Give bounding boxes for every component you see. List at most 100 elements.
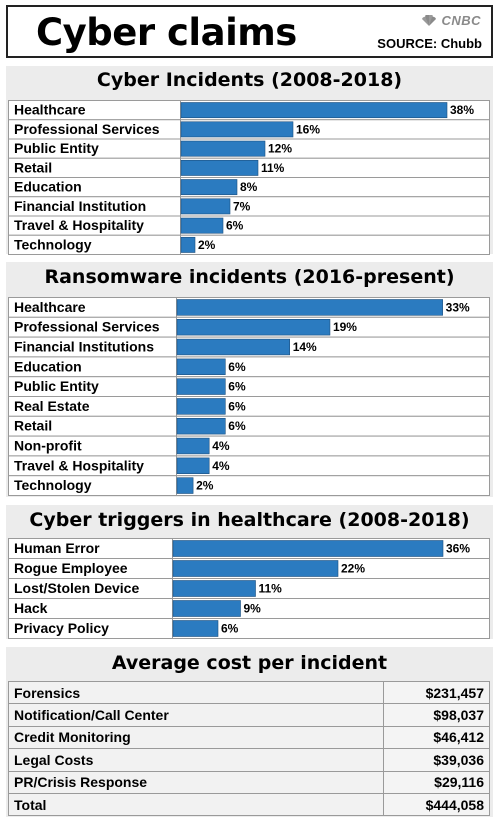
data-label: 36% xyxy=(446,542,470,556)
data-label: 4% xyxy=(212,439,230,453)
table-row: Total $444,058 xyxy=(8,792,490,817)
bar xyxy=(172,600,241,617)
data-label: 22% xyxy=(341,562,365,576)
cost-value: $29,116 xyxy=(383,770,490,794)
category-label: Public Entity xyxy=(14,140,99,156)
data-label: 14% xyxy=(293,340,317,354)
category-label: Technology xyxy=(14,477,92,493)
category-label: Healthcare xyxy=(14,102,86,118)
category-label: Retail xyxy=(14,418,52,434)
cost-label: Notification/Call Center xyxy=(8,703,384,727)
bar xyxy=(180,121,294,138)
cost-value: $39,036 xyxy=(383,748,490,772)
data-label: 38% xyxy=(450,103,474,117)
peacock-icon xyxy=(422,14,437,26)
table-row: Forensics $231,457 xyxy=(8,680,490,705)
bar xyxy=(172,580,256,597)
data-label: 9% xyxy=(244,602,262,616)
cost-value: $98,037 xyxy=(383,703,490,727)
bar xyxy=(180,179,238,196)
bar xyxy=(180,102,448,119)
data-label: 6% xyxy=(221,622,239,636)
bar xyxy=(180,236,196,253)
table-row: Credit Monitoring $46,412 xyxy=(8,725,490,750)
data-label: 8% xyxy=(240,180,258,194)
bar xyxy=(176,398,226,415)
bar-cell xyxy=(172,618,490,639)
data-label: 6% xyxy=(228,380,246,394)
data-label: 11% xyxy=(261,161,285,175)
page-title: Cyber claims xyxy=(36,11,297,54)
cost-value: $46,412 xyxy=(383,725,490,750)
chart-title: Cyber Incidents (2008-2018) xyxy=(96,69,403,91)
bar xyxy=(172,560,339,577)
data-label: 19% xyxy=(333,320,357,334)
logo-text: CNBC xyxy=(441,13,481,28)
cyber-incidents-chart: Healthcare 38% Professional Services 16% Pub… xyxy=(8,100,490,255)
table-title: Average cost per incident xyxy=(111,652,388,674)
category-label: Healthcare xyxy=(14,299,86,315)
category-label: Travel & Hospitality xyxy=(14,457,144,473)
category-label: Rogue Employee xyxy=(14,560,128,576)
category-label: Education xyxy=(14,358,82,374)
bar xyxy=(176,378,226,395)
data-label: 11% xyxy=(259,582,283,596)
cost-label: Legal Costs xyxy=(8,748,384,772)
category-label: Professional Services xyxy=(14,319,160,335)
healthcare-triggers-chart: Human Error 36% Rogue Employee 22% Lost/Stol… xyxy=(8,538,490,639)
cost-value: $231,457 xyxy=(383,680,490,705)
bar xyxy=(176,457,210,474)
bar xyxy=(176,418,226,435)
chart-title: Ransomware incidents (2016-present) xyxy=(44,266,455,288)
data-label: 2% xyxy=(196,479,214,493)
data-label: 16% xyxy=(296,122,320,136)
bar xyxy=(176,437,210,455)
data-label: 6% xyxy=(226,219,244,233)
category-label: Travel & Hospitality xyxy=(14,217,144,233)
bar-cell xyxy=(176,475,490,496)
category-label: Hack xyxy=(14,600,48,616)
ransomware-chart: Healthcare 33% Professional Services 19% Fin… xyxy=(8,297,490,496)
data-label: 12% xyxy=(268,142,292,156)
cost-label: PR/Crisis Response xyxy=(8,770,384,794)
bar xyxy=(180,140,266,157)
category-label: Financial Institutions xyxy=(14,339,154,355)
bar xyxy=(172,620,219,637)
category-label: Privacy Policy xyxy=(14,620,109,636)
cost-label: Forensics xyxy=(8,680,384,705)
category-label: Professional Services xyxy=(14,121,160,137)
bar xyxy=(172,540,444,557)
bar xyxy=(176,477,194,494)
category-label: Non-profit xyxy=(14,438,82,454)
category-label: Financial Institution xyxy=(14,198,146,214)
table-row: Legal Costs $39,036 xyxy=(8,748,490,772)
bar xyxy=(176,318,331,336)
cost-table: Forensics $231,457 Notification/Call Cente… xyxy=(8,680,490,817)
data-label: 6% xyxy=(228,360,246,374)
bar xyxy=(180,198,231,215)
bar xyxy=(176,358,226,376)
chart-title: Cyber triggers in healthcare (2008-2018) xyxy=(29,509,470,531)
data-label: 33% xyxy=(446,300,470,314)
table-row: PR/Crisis Response $29,116 xyxy=(8,770,490,794)
category-label: Public Entity xyxy=(14,378,99,394)
category-label: Education xyxy=(14,179,82,195)
data-label: 4% xyxy=(212,459,230,473)
data-label: 7% xyxy=(233,199,251,213)
cost-label: Total xyxy=(8,792,384,817)
data-label: 2% xyxy=(198,238,216,252)
cost-value: $444,058 xyxy=(383,792,490,817)
table-row: Notification/Call Center $98,037 xyxy=(8,703,490,727)
data-label: 6% xyxy=(228,419,246,433)
source-label: SOURCE: Chubb xyxy=(377,36,482,51)
bar xyxy=(176,338,290,356)
bar-cell xyxy=(180,234,490,255)
category-label: Lost/Stolen Device xyxy=(14,580,139,596)
bar xyxy=(180,217,224,234)
category-label: Retail xyxy=(14,159,52,175)
category-label: Real Estate xyxy=(14,398,90,414)
data-label: 6% xyxy=(228,399,246,413)
category-label: Technology xyxy=(14,236,92,252)
cost-label: Credit Monitoring xyxy=(8,725,384,750)
bar xyxy=(176,299,443,316)
